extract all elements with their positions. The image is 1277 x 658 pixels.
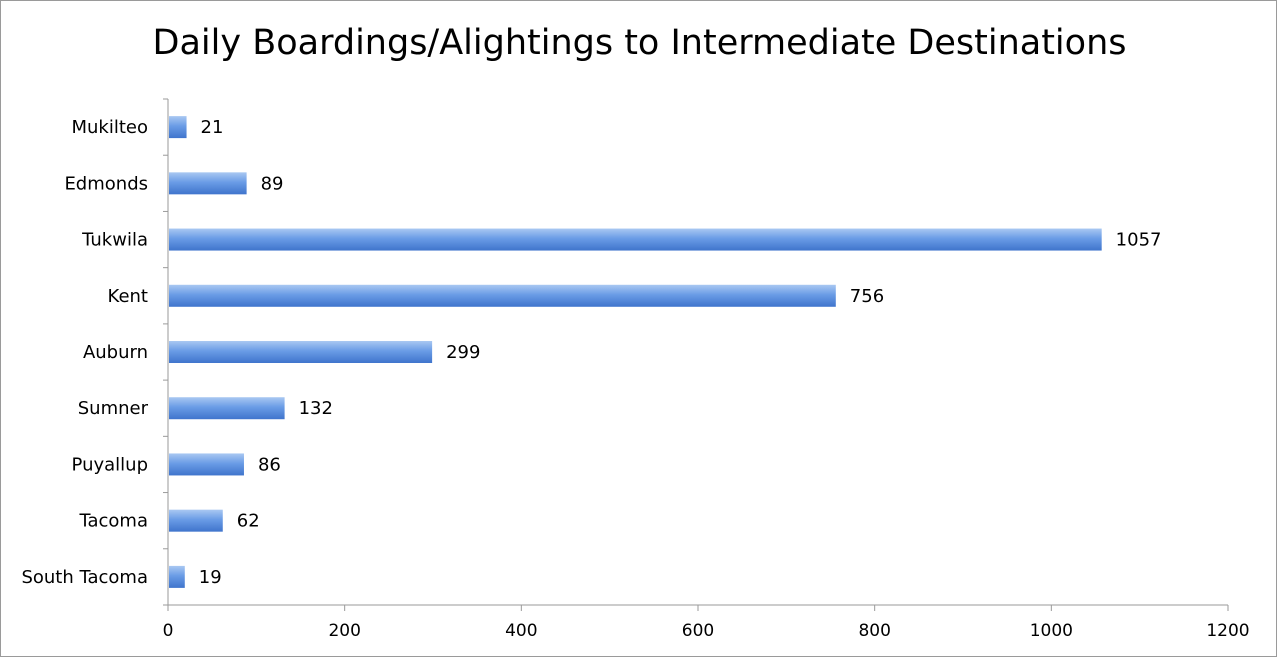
x-tick-label: 1000 xyxy=(1030,621,1073,641)
category-label: Tacoma xyxy=(78,511,148,532)
bar xyxy=(169,397,285,420)
bar xyxy=(169,284,836,307)
bar xyxy=(169,509,223,532)
chart-title: Daily Boardings/Alightings to Intermedia… xyxy=(152,23,1127,63)
data-label: 299 xyxy=(446,342,480,363)
x-tick-label: 1200 xyxy=(1206,621,1249,641)
data-label: 86 xyxy=(258,454,281,475)
data-label: 62 xyxy=(237,511,260,532)
bars xyxy=(169,116,1102,588)
category-label: South Tacoma xyxy=(21,567,148,588)
data-label: 21 xyxy=(201,117,224,138)
data-label: 19 xyxy=(199,567,222,588)
x-tick-label: 400 xyxy=(505,621,537,641)
category-label: Puyallup xyxy=(72,454,148,475)
category-label: Sumner xyxy=(78,398,149,419)
category-label: Tukwila xyxy=(81,230,148,251)
data-label: 89 xyxy=(261,173,284,194)
bar xyxy=(169,565,185,588)
x-tick-label: 600 xyxy=(682,621,714,641)
bar xyxy=(169,172,247,195)
category-label: Mukilteo xyxy=(71,117,148,138)
category-label: Edmonds xyxy=(64,173,148,194)
bar xyxy=(169,341,433,363)
x-tick-label: 800 xyxy=(858,621,890,641)
category-label: Kent xyxy=(108,286,148,307)
bar xyxy=(169,228,1102,251)
data-label: 132 xyxy=(299,398,333,419)
data-label: 756 xyxy=(850,286,884,307)
data-label: 1057 xyxy=(1116,230,1162,251)
bar xyxy=(169,116,187,139)
axes xyxy=(163,98,1229,611)
x-tick-label: 200 xyxy=(328,621,360,641)
x-tick-label: 0 xyxy=(163,621,174,641)
bar xyxy=(169,453,244,476)
labels: 0 200 400 600 800 1000 1200 Mukilteo 21 Edmonds 89… xyxy=(21,117,1249,641)
category-label: Auburn xyxy=(83,342,148,363)
